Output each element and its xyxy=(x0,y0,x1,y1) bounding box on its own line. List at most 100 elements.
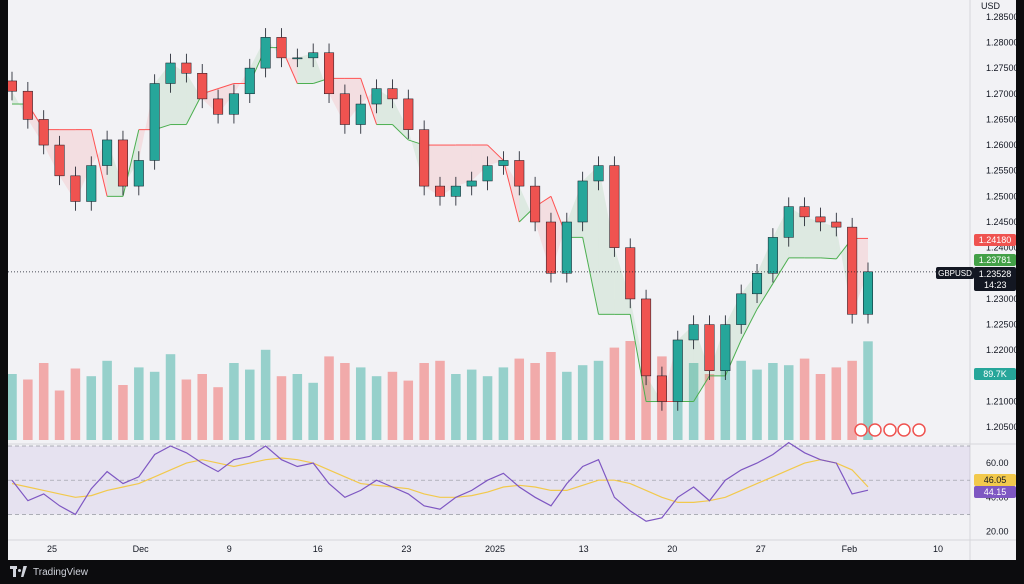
currency-label[interactable]: USD xyxy=(981,1,1001,11)
time-tick-label: 9 xyxy=(227,544,232,554)
supertrend-fill-segment xyxy=(186,73,203,125)
chart-canvas[interactable]: USD 1.28500 1.28000 1.27500 1.27000 1.26500 1… xyxy=(8,0,1016,560)
volume-bar xyxy=(38,363,49,440)
price-tick-label: 1.28000 xyxy=(986,37,1016,47)
rsi-tick-label: 60.00 xyxy=(986,458,1009,468)
supertrend-segment xyxy=(487,144,504,161)
supertrend-segment xyxy=(217,83,235,90)
volume-bar xyxy=(86,376,97,440)
volume-value: 89.7K xyxy=(983,369,1007,379)
price-tick-label: 1.22500 xyxy=(986,320,1016,330)
supertrend-fill-segment xyxy=(693,324,710,402)
candle-body xyxy=(752,273,763,295)
supertrend-lower-value: 1.23781 xyxy=(979,255,1012,265)
volume-bar xyxy=(387,371,398,440)
time-axis-ticks[interactable]: 25 Dec 9 16 23 2025 13 20 27 Feb 10 xyxy=(47,544,943,554)
supertrend-segment xyxy=(756,283,774,310)
candle-body xyxy=(736,293,747,325)
volume-bar xyxy=(197,374,207,440)
volume-bar xyxy=(815,374,826,440)
volume-bar xyxy=(847,360,857,440)
candle-body xyxy=(387,88,398,100)
us-flag-icon[interactable] xyxy=(868,423,882,437)
supertrend-upper-value: 1.24180 xyxy=(979,235,1012,245)
candle-body xyxy=(149,83,160,161)
supertrend-fill-segment xyxy=(138,83,155,161)
volume-bar xyxy=(260,349,271,440)
rsi-ma-label: 46.05 xyxy=(974,474,1016,486)
candle-body xyxy=(641,298,652,377)
supertrend-segment xyxy=(693,375,710,402)
volume-bar xyxy=(562,371,572,440)
volume-bar xyxy=(54,390,65,440)
event-flags[interactable] xyxy=(854,423,926,437)
volume-bar xyxy=(276,376,287,440)
time-tick-label: 10 xyxy=(933,544,943,554)
time-tick-label: 27 xyxy=(756,544,766,554)
volume-bar xyxy=(498,367,509,440)
volume-bar xyxy=(371,376,382,440)
volume-bar xyxy=(530,363,540,440)
supertrend-fill-segment xyxy=(820,222,837,259)
volume-bar xyxy=(704,374,715,440)
volume-bar xyxy=(324,356,334,440)
volume-bar xyxy=(482,376,493,440)
volume-bar xyxy=(799,358,810,440)
uk-flag-icon[interactable] xyxy=(897,423,911,437)
volume-bar xyxy=(752,369,762,440)
supertrend-fill-segment xyxy=(440,145,456,197)
candle-body xyxy=(799,206,810,218)
us-flag-icon[interactable] xyxy=(883,423,897,437)
volume-bar xyxy=(134,367,144,440)
chart-frame[interactable]: USD 1.28500 1.28000 1.27500 1.27000 1.26500 1… xyxy=(8,0,1016,560)
candle-body xyxy=(419,129,430,187)
candle-body xyxy=(165,62,176,84)
candle-body xyxy=(847,226,858,315)
supertrend-segment xyxy=(629,314,647,402)
time-tick-label: 25 xyxy=(47,544,57,554)
rsi-band-group xyxy=(8,445,970,515)
supertrend-fill-segment xyxy=(455,145,472,187)
price-tick-label: 1.22000 xyxy=(986,345,1016,355)
supertrend-segment xyxy=(502,160,520,223)
volume-bar xyxy=(514,358,525,440)
candle-body xyxy=(545,221,556,274)
volume-bar xyxy=(736,360,746,440)
time-tick-label: 2025 xyxy=(485,544,505,554)
volume-bar xyxy=(625,341,635,440)
supertrend-fill-segment xyxy=(12,91,28,120)
time-tick-label: 16 xyxy=(313,544,323,554)
candle-body xyxy=(577,180,588,223)
candle-body xyxy=(86,165,97,202)
candle-body xyxy=(260,37,271,69)
candle-body xyxy=(54,144,65,177)
tradingview-logo[interactable]: TradingView xyxy=(10,566,88,578)
supertrend-segment xyxy=(582,237,600,315)
candle-body xyxy=(593,165,604,182)
price-tick-label: 1.25000 xyxy=(986,191,1016,201)
candle-body xyxy=(514,160,525,187)
candle-body xyxy=(244,67,255,95)
candle-body xyxy=(371,88,382,105)
footer-bar: TradingView xyxy=(0,562,1024,584)
us-flag-icon[interactable] xyxy=(854,423,868,437)
us-flag-icon[interactable] xyxy=(912,423,926,437)
supertrend-lower-label: 1.23781 xyxy=(974,254,1016,266)
supertrend-fill-segment xyxy=(804,216,821,258)
volume-bar xyxy=(768,363,778,440)
candle-body xyxy=(102,139,113,166)
candle-body xyxy=(355,103,366,125)
candle-body xyxy=(22,90,33,120)
volume-bar xyxy=(577,365,588,440)
last-price: 1.23528 xyxy=(979,269,1012,279)
volume-bar xyxy=(23,379,33,440)
candle-body xyxy=(561,221,572,274)
volume-bar xyxy=(609,347,620,440)
candle-body xyxy=(117,139,128,187)
supertrend-fill-segment xyxy=(471,145,488,181)
price-tick-label: 1.27000 xyxy=(986,89,1016,99)
volume-bars xyxy=(8,341,873,440)
candles xyxy=(8,28,874,411)
rsi-tick-label: 20.00 xyxy=(986,526,1009,536)
volume-bar xyxy=(181,379,192,440)
